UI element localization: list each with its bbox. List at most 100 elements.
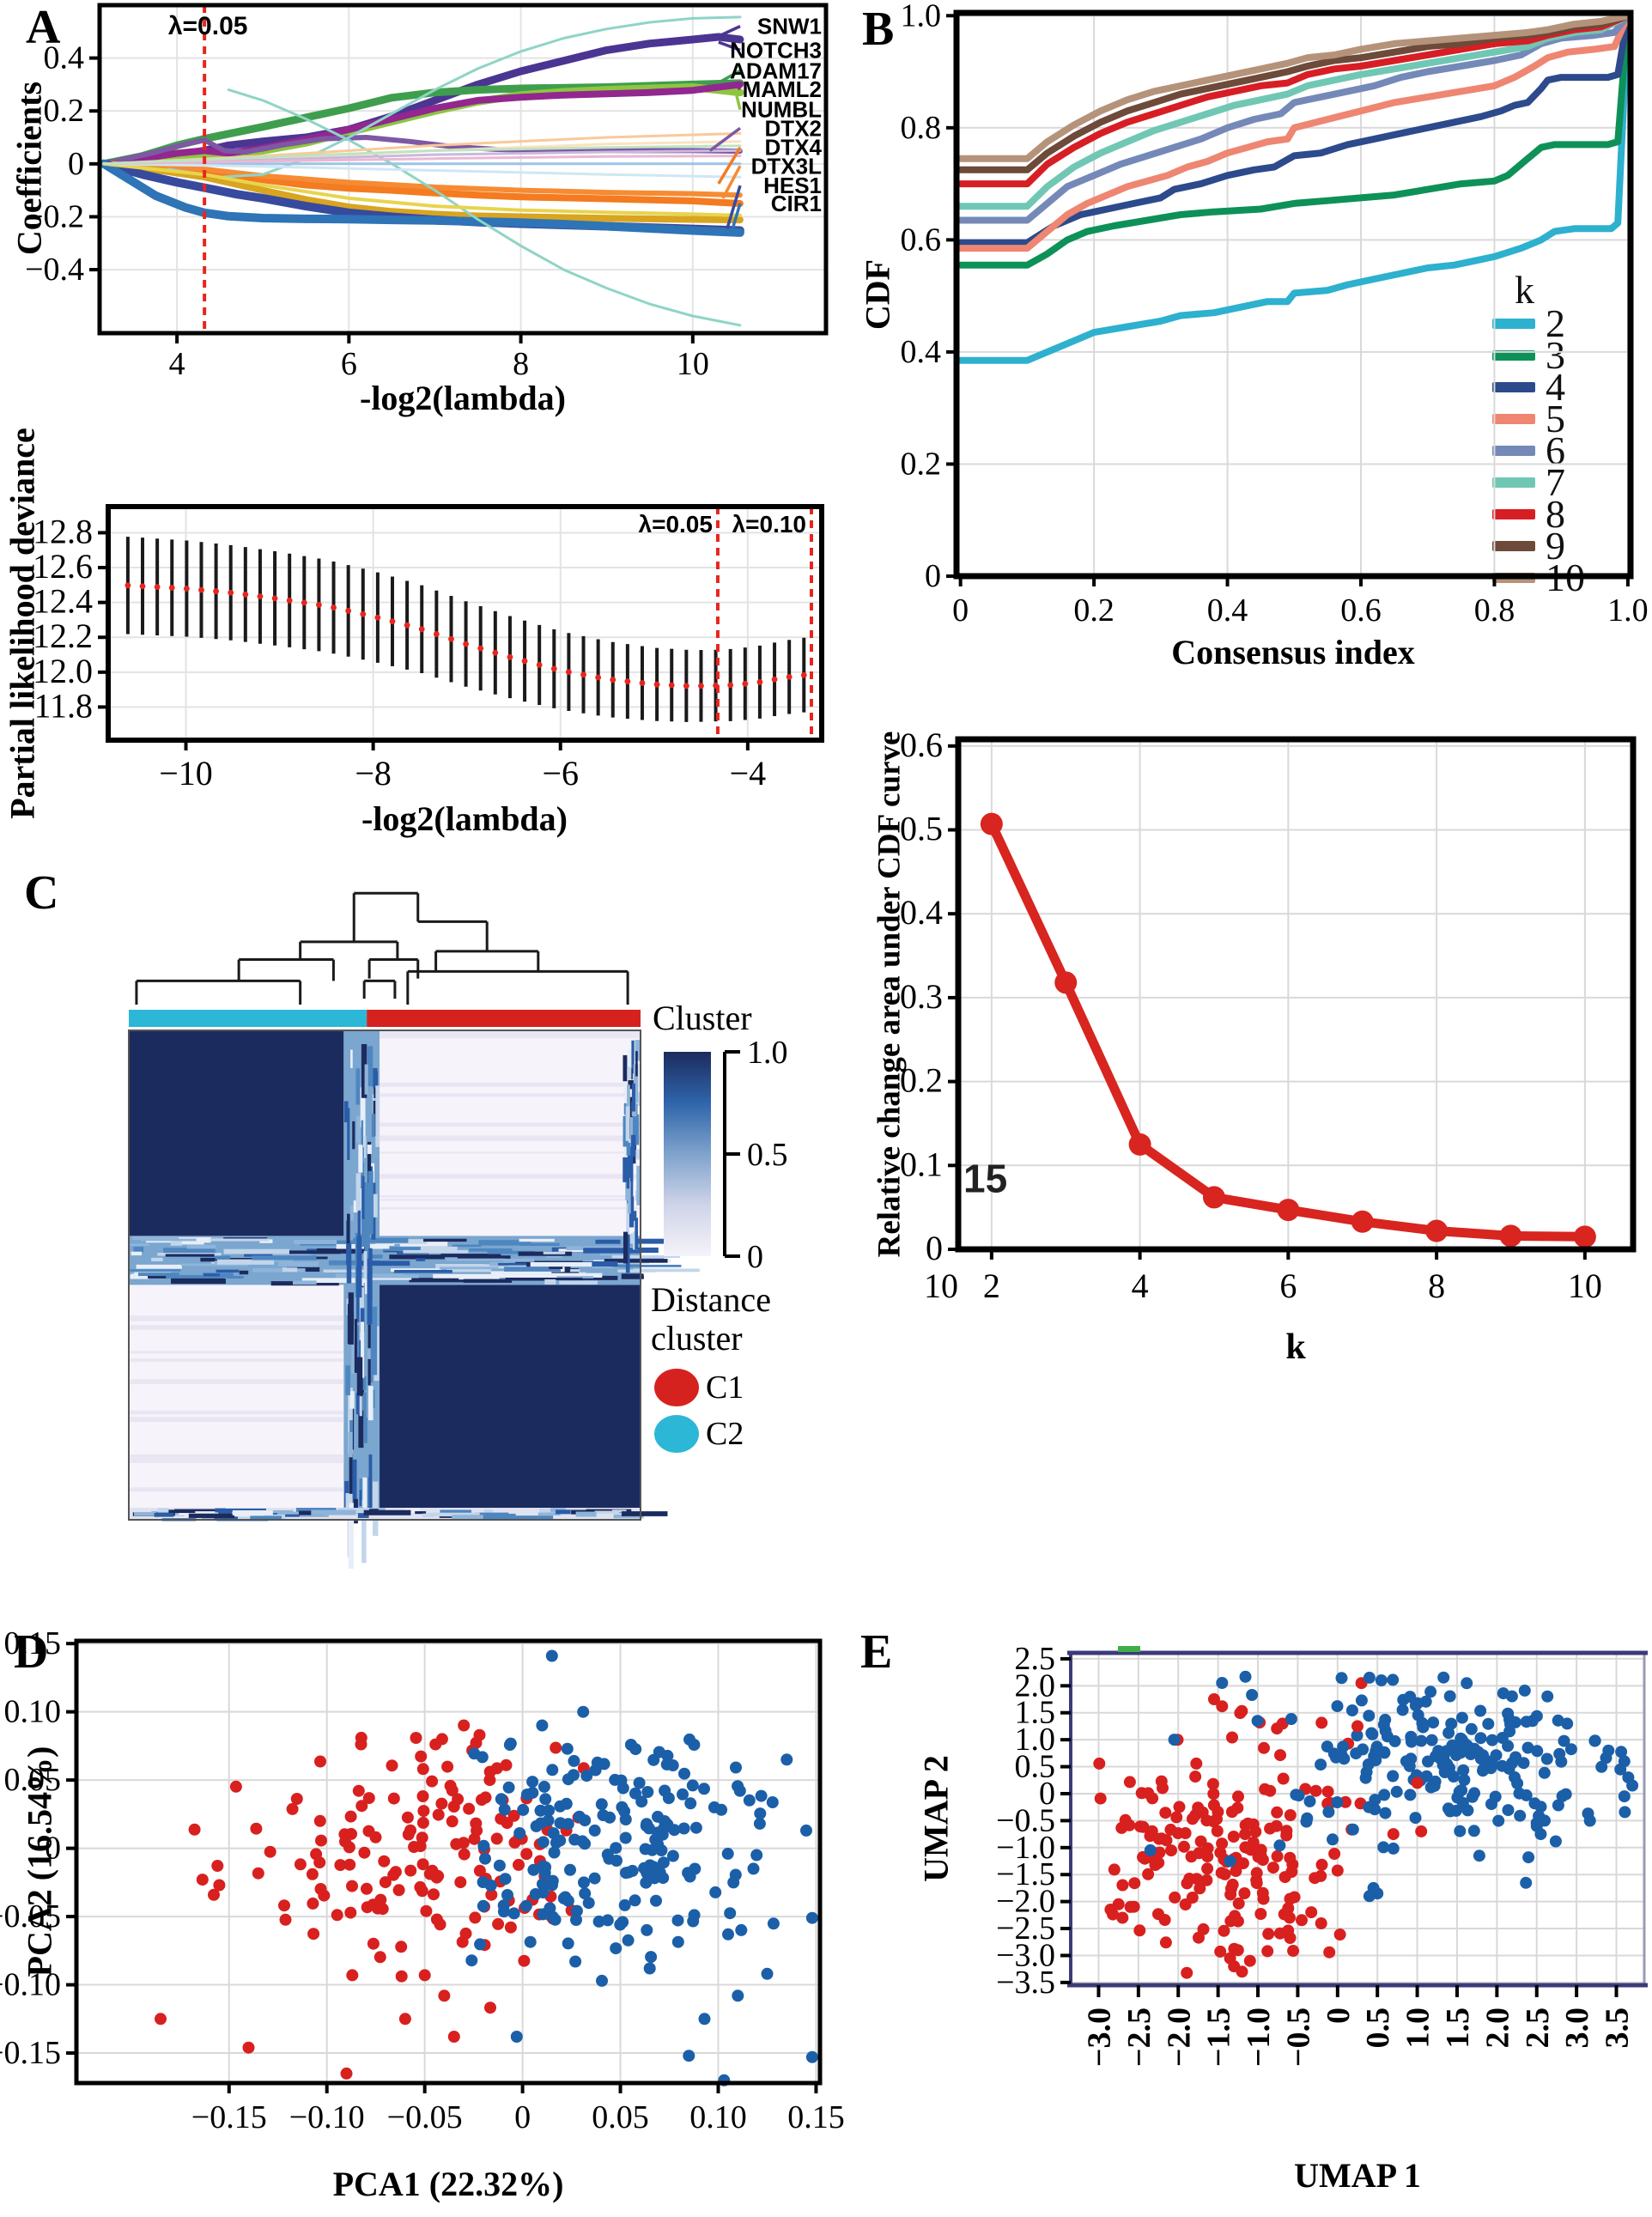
- heatmap-noise: [435, 1263, 485, 1269]
- scatter-point: [498, 1803, 511, 1816]
- scatter-point: [647, 1753, 660, 1766]
- heatmap-noise: [389, 1254, 445, 1260]
- heatmap-noise: [505, 1275, 554, 1281]
- scatter-point: [476, 1751, 489, 1764]
- scatter-point: [476, 1794, 488, 1807]
- scatter-point: [577, 1705, 590, 1718]
- scatter-point: [286, 1802, 299, 1815]
- scatter-point: [1254, 1843, 1267, 1856]
- scatter-point: [689, 1821, 702, 1834]
- scatter-point: [1450, 1740, 1462, 1753]
- x-tick-label: −10: [159, 754, 213, 793]
- heatmap-noise: [633, 1211, 637, 1221]
- scatter-point: [1363, 1710, 1376, 1722]
- scatter-point: [1227, 1831, 1240, 1843]
- scatter-point: [513, 1858, 525, 1871]
- heatmap-noise: [613, 1514, 644, 1519]
- scatter-point: [698, 2013, 711, 2026]
- heatmap-noise: [394, 1269, 452, 1273]
- heatmap-noise: [625, 1234, 630, 1273]
- scatter-point: [1518, 1684, 1531, 1697]
- scatter-point: [430, 1913, 443, 1926]
- heatmap-noise: [136, 1264, 182, 1269]
- scatter-point: [1390, 1785, 1403, 1798]
- heatmap-noise: [623, 1083, 627, 1094]
- gene-label: NOTCH3: [730, 37, 822, 63]
- scatter-point: [1329, 1751, 1342, 1764]
- heatmap-noise: [635, 1040, 641, 1061]
- gene-connector: [714, 25, 741, 40]
- deviance-mean-dot: [698, 683, 704, 689]
- x-tick-label: 6: [1279, 1266, 1297, 1305]
- scatter-point: [520, 1848, 533, 1861]
- scatter-point: [1280, 1825, 1293, 1837]
- scatter-point: [1284, 1911, 1296, 1924]
- heatmap-faint-stripe: [380, 1199, 641, 1201]
- scatter-point: [1351, 1729, 1364, 1742]
- scatter-point: [432, 1808, 445, 1821]
- scatter-point: [1357, 1743, 1370, 1756]
- scatter-point: [1193, 1882, 1206, 1895]
- heatmap-noise: [628, 1080, 634, 1090]
- scatter-point: [1251, 1715, 1264, 1728]
- cdf-legend-item: 4: [1492, 367, 1585, 407]
- y-tick-label: 0: [926, 1229, 943, 1267]
- deviance-mean-dot: [286, 597, 293, 604]
- y-tick-label: −0.4: [25, 252, 84, 288]
- y-tick-label: 0.2: [901, 446, 942, 482]
- scatter-point: [213, 1879, 226, 1892]
- scatter-point: [1559, 1788, 1572, 1801]
- scatter-point: [1273, 1927, 1286, 1940]
- scatter-point: [688, 1739, 701, 1751]
- scatter-point: [750, 1849, 763, 1862]
- deviance-mean-dot: [536, 662, 543, 668]
- panel-label-a: A: [26, 1, 61, 54]
- scatter-point: [278, 1899, 290, 1912]
- deviance-mean-dot: [521, 658, 528, 665]
- plot-frame: [97, 3, 829, 336]
- scatter-point: [1359, 1771, 1372, 1784]
- scatter-point: [678, 1767, 690, 1780]
- scatter-point: [1323, 1946, 1336, 1959]
- scatter-point: [415, 1750, 428, 1763]
- c2-color-dot: [654, 1415, 699, 1453]
- scatter-point: [666, 1850, 679, 1862]
- scatter-point: [1506, 1757, 1519, 1770]
- scatter-point: [446, 1815, 459, 1828]
- heatmap-faint-stripe: [129, 1418, 344, 1422]
- heatmap-noise: [357, 1512, 369, 1518]
- heatmap-noise: [627, 1084, 630, 1119]
- series-line: [101, 161, 743, 198]
- scatter-point: [1207, 1815, 1220, 1828]
- x-tick-label: 2.0: [1479, 2007, 1515, 2049]
- gene-connector: [726, 185, 742, 229]
- heatmap-noise: [292, 1280, 317, 1285]
- y-tick-label: 0.05: [4, 1762, 62, 1798]
- heatmap-noise: [154, 1512, 174, 1517]
- scatter-point: [677, 1788, 689, 1801]
- scatter-point: [766, 1796, 779, 1808]
- scatter-point: [1377, 1841, 1390, 1854]
- scatter-point: [1387, 1673, 1400, 1686]
- scatter-point: [1116, 1911, 1129, 1924]
- heatmap-noise: [347, 1108, 350, 1160]
- heatmap-noise: [355, 1173, 361, 1211]
- scatter-point: [1415, 1825, 1428, 1837]
- heatmap-noise: [131, 1236, 179, 1241]
- heatmap-noise: [592, 1266, 619, 1269]
- heatmap-faint-stripe: [380, 1195, 641, 1198]
- series-line: [102, 144, 742, 166]
- scatter-point: [1232, 1897, 1245, 1910]
- scatter-point: [477, 1899, 489, 1912]
- scatter-point: [398, 2013, 411, 2026]
- scatter-point: [1094, 1792, 1107, 1805]
- scatter-point: [1595, 1760, 1608, 1773]
- scatter-point: [1277, 1772, 1290, 1785]
- series-line: [957, 12, 1631, 252]
- panel-b-top: 0 0.2 0.4 0.6 0.8 1.0 0 0.2 0.4 0.6 0.8 1.0: [901, 0, 1649, 629]
- heatmap-noise: [629, 1151, 634, 1181]
- scatter-point: [362, 1825, 375, 1837]
- heatmap-noise: [295, 1508, 337, 1512]
- heatmap-noise: [363, 1251, 367, 1279]
- scatter-point: [1108, 1863, 1121, 1876]
